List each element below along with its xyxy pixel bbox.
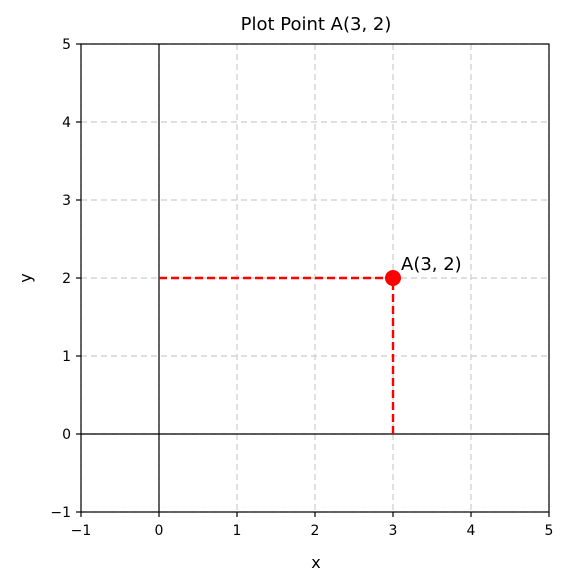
y-axis-label: y xyxy=(16,273,35,282)
x-tick-label: 2 xyxy=(311,523,320,539)
x-tick-label: 3 xyxy=(389,523,398,539)
x-tick-label: 1 xyxy=(233,523,242,539)
y-tick-label: 5 xyxy=(62,37,71,53)
y-tick-label: 4 xyxy=(62,115,71,131)
y-tick-label: 3 xyxy=(62,193,71,209)
point-a-marker xyxy=(385,270,401,286)
x-tick-label: 5 xyxy=(545,523,554,539)
y-tick-label: 1 xyxy=(62,349,71,365)
y-tick-label: −1 xyxy=(50,505,71,521)
x-tick-label: 0 xyxy=(155,523,164,539)
y-tick-label: 2 xyxy=(62,271,71,287)
x-tick-label: 4 xyxy=(467,523,476,539)
point-a-label: A(3, 2) xyxy=(401,254,462,275)
y-tick-label: 0 xyxy=(62,427,71,443)
axis-ticks: −1 0 1 2 3 4 5 −1 0 1 2 3 4 5 xyxy=(50,37,553,539)
chart-title: Plot Point A(3, 2) xyxy=(241,14,392,35)
x-tick-label: −1 xyxy=(71,523,92,539)
projection-lines xyxy=(159,276,395,434)
x-axis-label: x xyxy=(311,553,320,572)
